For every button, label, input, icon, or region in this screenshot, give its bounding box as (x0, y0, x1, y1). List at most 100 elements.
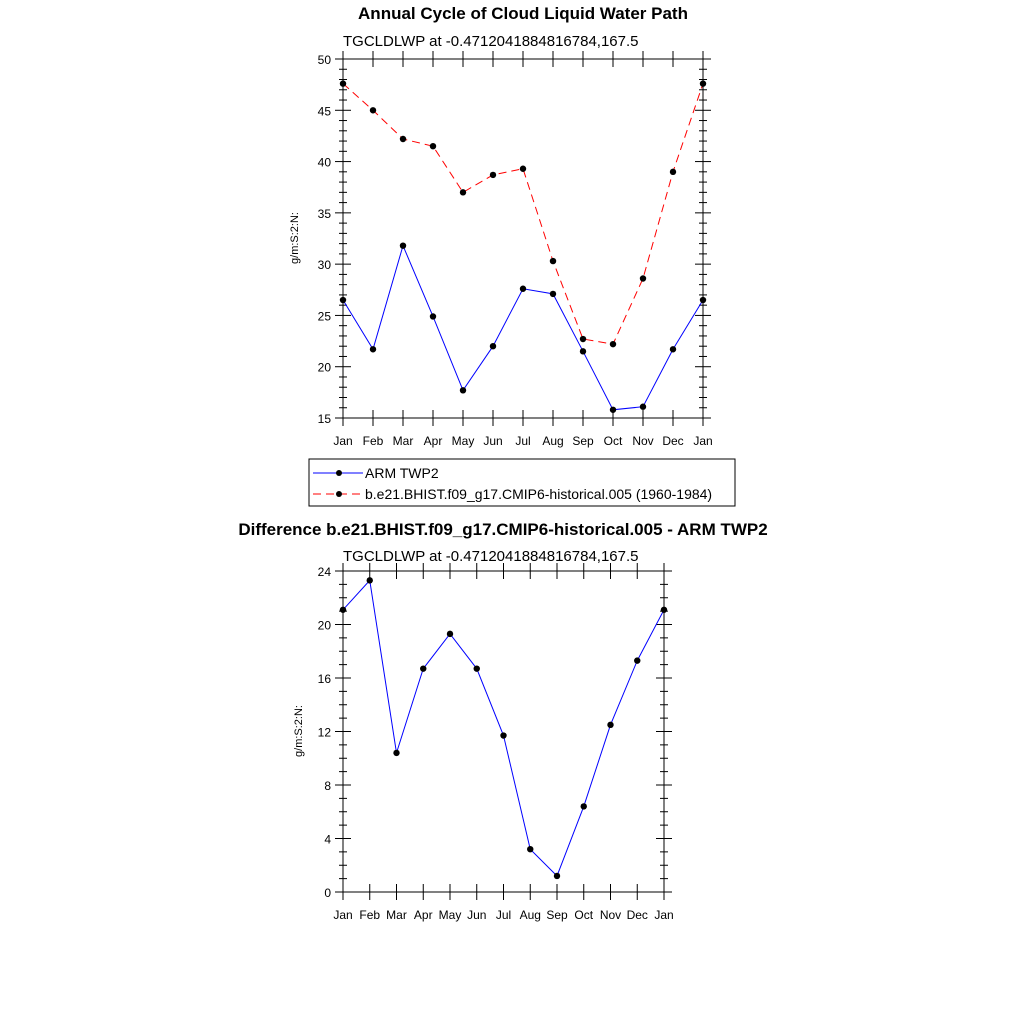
bottom-ytick-label: 16 (318, 672, 332, 686)
top-xtick-label: Nov (632, 434, 653, 448)
bottom-xtick-label: May (439, 908, 462, 922)
bottom-xtick-label: Aug (520, 908, 541, 922)
top-ytick-label: 50 (318, 53, 332, 67)
bottom-series-0-point (366, 577, 373, 584)
bottom-series-0-point (339, 606, 347, 613)
top-ytick-label: 25 (318, 309, 332, 323)
top-series-0-point (609, 406, 617, 413)
chart-top-subtitle: TGCLDLWP at -0.4712041884816784,167.5 (343, 33, 639, 50)
top-ytick-label: 30 (318, 258, 332, 272)
bottom-ytick-label: 8 (324, 779, 331, 793)
bottom-xtick-label: Jun (467, 908, 486, 922)
top-series-1-point (519, 165, 527, 172)
top-series-1-point (699, 80, 707, 87)
bottom-xtick-label: Jan (333, 908, 352, 922)
bottom-ytick-label: 4 (324, 833, 331, 847)
top-series-1-point (459, 189, 467, 196)
top-ytick-label: 40 (318, 156, 332, 170)
bottom-ytick-label: 24 (318, 565, 332, 579)
top-xtick-label: May (452, 434, 475, 448)
bottom-series-0-point (473, 665, 480, 672)
bottom-series-0-point (634, 657, 641, 664)
top-xtick-label: Jun (483, 434, 502, 448)
top-series-1-point (669, 168, 677, 176)
legend-marker-arm (336, 470, 342, 476)
bottom-series-0-point (553, 872, 561, 880)
chart-bottom-ticks: Jan Feb Mar Apr May Jun Jul Aug Sep Oct Nov Dec Jan0… (318, 563, 674, 922)
chart-top-title: Annual Cycle of Cloud Liquid Water Path (358, 4, 688, 23)
chart-top-legend: ARM TWP2 b.e21.BHIST.f09_g17.CMIP6-histo… (308, 458, 736, 507)
top-series-1-point (609, 340, 617, 348)
top-xtick-label: Mar (393, 434, 414, 448)
top-series-1-point (549, 257, 557, 265)
legend-marker-model (336, 491, 342, 497)
legend-label-model: b.e21.BHIST.f09_g17.CMIP6-historical.005… (365, 486, 712, 502)
bottom-xtick-label: Jul (496, 908, 511, 922)
top-series-0-point (399, 242, 407, 249)
top-series-0-point (429, 313, 437, 320)
top-series-1-point (639, 275, 647, 282)
top-xtick-label: Apr (424, 434, 443, 448)
chart-bottom-ylabel: g/m:S:2:N: (293, 705, 305, 757)
top-series-0-point (669, 346, 677, 353)
top-series-1-point (369, 107, 377, 114)
top-series-0-point (489, 343, 497, 350)
chart-bottom-series (339, 577, 668, 880)
top-series-0-point (339, 296, 347, 304)
chart-bottom-title: Difference b.e21.BHIST.f09_g17.CMIP6-his… (238, 520, 767, 539)
top-xtick-label: Jan (693, 434, 712, 448)
top-series-1-point (399, 135, 407, 143)
top-series-0-point (369, 346, 377, 353)
top-series-0-point (549, 290, 557, 298)
chart-top-ticks: Jan Feb Mar Apr May Jun Jul Aug Sep Oct Nov Dec Jan1… (318, 51, 713, 448)
top-xtick-label: Sep (572, 434, 594, 448)
bottom-series-0-point (580, 803, 587, 810)
top-ytick-label: 35 (318, 207, 332, 221)
chart-top-series (339, 80, 707, 413)
legend-box (308, 458, 736, 507)
top-series-0-point (639, 403, 647, 410)
top-series-1-point (489, 171, 497, 179)
top-series-line-0 (342, 244, 704, 411)
bottom-xtick-label: Dec (627, 908, 648, 922)
chart-bottom-frame (342, 570, 665, 893)
bottom-xtick-label: Apr (414, 908, 433, 922)
chart-top-ylabel: g/m:S:2:N: (289, 212, 301, 264)
top-ytick-label: 20 (318, 361, 332, 375)
bottom-series-0-point (607, 721, 614, 729)
bottom-xtick-label: Feb (359, 908, 380, 922)
chart-top-frame (342, 58, 704, 419)
bottom-series-0-point (660, 606, 668, 613)
top-series-1-point (339, 80, 347, 87)
top-xtick-label: Oct (604, 434, 623, 448)
bottom-xtick-label: Mar (386, 908, 407, 922)
top-xtick-label: Jan (333, 434, 352, 448)
top-xtick-label: Jul (515, 434, 530, 448)
top-series-0-point (519, 285, 527, 292)
bottom-series-0-point (393, 749, 400, 757)
legend-label-arm: ARM TWP2 (365, 465, 439, 481)
bottom-series-0-point (500, 732, 507, 739)
top-series-line-1 (342, 83, 704, 345)
bottom-ytick-label: 12 (318, 726, 332, 740)
top-series-0-point (459, 387, 467, 394)
top-series-0-point (579, 348, 587, 355)
top-ytick-label: 15 (318, 412, 332, 426)
bottom-ytick-label: 0 (324, 886, 331, 900)
chart-top: Annual Cycle of Cloud Liquid Water Path … (289, 4, 736, 507)
chart-bottom-subtitle: TGCLDLWP at -0.4712041884816784,167.5 (343, 548, 639, 565)
bottom-series-0-point (446, 630, 454, 638)
bottom-series-line-0 (342, 579, 665, 877)
top-ytick-label: 45 (318, 104, 332, 118)
bottom-xtick-label: Oct (574, 908, 593, 922)
top-xtick-label: Feb (363, 434, 384, 448)
top-series-1-point (429, 142, 437, 150)
top-xtick-label: Dec (662, 434, 683, 448)
bottom-series-0-point (527, 846, 534, 853)
bottom-xtick-label: Nov (600, 908, 621, 922)
top-series-1-point (579, 335, 587, 343)
bottom-xtick-label: Jan (654, 908, 673, 922)
bottom-ytick-label: 20 (318, 619, 332, 633)
top-xtick-label: Aug (542, 434, 563, 448)
